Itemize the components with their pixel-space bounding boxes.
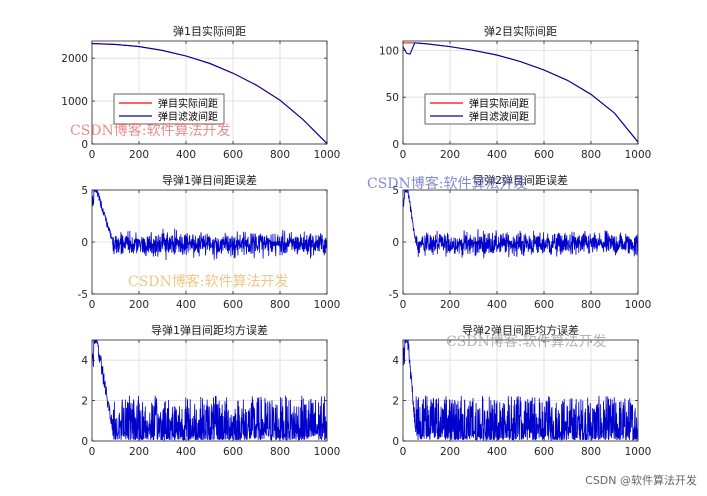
y-tick-label: -5 <box>78 289 88 301</box>
x-tick-label: 200 <box>440 299 460 311</box>
subplot-5: 0 200 400 600 800 1000 0 2 4 导弹1弹目间距均方误差 <box>81 323 340 458</box>
x-tick-label: 400 <box>176 149 196 161</box>
x-tick-label: 1000 <box>625 149 652 161</box>
y-tick-label: 0 <box>392 436 399 448</box>
subplot-title: 导弹2弹目间距误差 <box>473 173 568 187</box>
y-tick-label: 5 <box>392 185 399 197</box>
legend-label: 弹目实际间距 <box>158 97 218 110</box>
series-line-1 <box>403 340 638 441</box>
x-tick-label: 0 <box>400 446 407 458</box>
axes-frame <box>402 339 639 442</box>
credit-text: CSDN @软件算法开发 <box>585 474 697 487</box>
x-tick-label: 200 <box>129 149 149 161</box>
x-tick-label: 800 <box>270 149 290 161</box>
subplot-title: 导弹1弹目间距均方误差 <box>151 323 268 337</box>
x-tick-label: 800 <box>581 299 601 311</box>
x-tick-label: 600 <box>534 149 554 161</box>
x-tick-label: 200 <box>129 446 149 458</box>
legend-label: 弹目实际间距 <box>469 97 529 110</box>
x-tick-label: 0 <box>400 149 407 161</box>
watermark-4: CSDN博客:软件算法开发 <box>446 334 607 350</box>
x-tick-label: 1000 <box>314 446 341 458</box>
x-tick-label: 400 <box>176 299 196 311</box>
x-tick-label: 600 <box>534 446 554 458</box>
x-tick-label: 1000 <box>314 149 341 161</box>
subplot-title: 弹1目实际间距 <box>173 24 246 38</box>
subplot-1: 0 200 400 600 800 1000 0 1000 2000 弹1目实际间距弹目实际间距弹… <box>61 24 340 161</box>
y-tick-label: 50 <box>386 92 399 104</box>
y-tick-label: 0 <box>81 237 88 249</box>
legend-label: 弹目滤波间距 <box>469 110 529 123</box>
y-tick-label: -5 <box>389 289 399 301</box>
axes-frame <box>91 40 328 145</box>
watermark-3: CSDN博客:软件算法开发 <box>128 274 289 290</box>
y-tick-label: 0 <box>392 139 399 151</box>
legend-box <box>424 93 536 125</box>
x-tick-label: 600 <box>534 299 554 311</box>
legend-label: 弹目滤波间距 <box>158 110 218 123</box>
x-tick-label: 600 <box>223 299 243 311</box>
x-tick-label: 1000 <box>625 299 652 311</box>
series-line-2 <box>403 42 638 143</box>
x-tick-label: 400 <box>176 446 196 458</box>
subplot-6: 0 200 400 600 800 1000 0 2 4 导弹2弹目间距均方误差 <box>392 323 651 458</box>
axes-frame <box>402 40 639 145</box>
x-tick-label: 800 <box>270 299 290 311</box>
y-tick-label: 4 <box>81 355 88 367</box>
x-tick-label: 0 <box>89 149 96 161</box>
watermark-1: CSDN博客:软件算法开发 <box>70 123 231 139</box>
series-line-1 <box>403 190 638 259</box>
y-tick-label: 0 <box>81 436 88 448</box>
x-tick-label: 0 <box>400 299 407 311</box>
x-tick-label: 0 <box>89 446 96 458</box>
y-tick-label: 2 <box>81 396 88 408</box>
y-tick-label: 2 <box>392 396 399 408</box>
subplot-title: 导弹2弹目间距均方误差 <box>462 323 579 337</box>
y-tick-label: 0 <box>81 139 88 151</box>
y-tick-label: 100 <box>379 45 399 57</box>
x-tick-label: 400 <box>487 149 507 161</box>
subplot-2: 0 200 400 600 800 1000 0 50 100 弹2目实际间距弹目实际间距弹目滤波… <box>379 24 651 161</box>
x-tick-label: 0 <box>89 299 96 311</box>
y-tick-label: 2000 <box>61 53 88 65</box>
series-line-1 <box>92 190 327 261</box>
plot-area <box>403 41 638 144</box>
x-tick-label: 400 <box>487 299 507 311</box>
series-line-1 <box>92 340 327 441</box>
watermark-2: CSDN博客:软件算法开发 <box>367 176 528 192</box>
subplot-title: 导弹1弹目间距误差 <box>162 173 257 187</box>
x-tick-label: 200 <box>440 446 460 458</box>
axes-frame <box>91 339 328 442</box>
subplot-title: 弹2目实际间距 <box>484 24 557 38</box>
legend-box <box>113 93 225 125</box>
x-tick-label: 1000 <box>625 446 652 458</box>
x-tick-label: 600 <box>223 446 243 458</box>
y-tick-label: 1000 <box>61 96 88 108</box>
x-tick-label: 400 <box>487 446 507 458</box>
x-tick-label: 1000 <box>314 299 341 311</box>
y-tick-label: 4 <box>392 355 399 367</box>
y-tick-label: 0 <box>392 237 399 249</box>
x-tick-label: 800 <box>270 446 290 458</box>
x-tick-label: 600 <box>223 149 243 161</box>
x-tick-label: 200 <box>440 149 460 161</box>
y-tick-label: 5 <box>81 185 88 197</box>
x-tick-label: 800 <box>581 149 601 161</box>
series-line-2 <box>92 43 327 144</box>
x-tick-label: 800 <box>581 446 601 458</box>
x-tick-label: 200 <box>129 299 149 311</box>
